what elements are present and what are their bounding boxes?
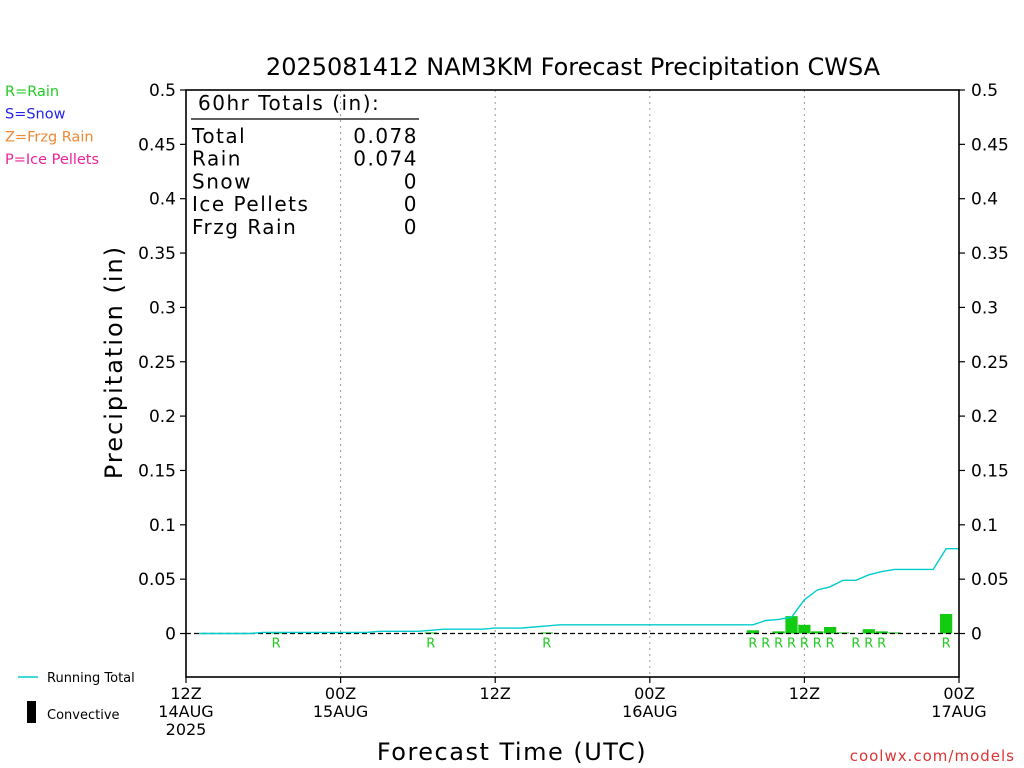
y-tick-label-left: 0.35 xyxy=(138,244,176,264)
convective-bar xyxy=(772,631,785,634)
y-tick-label-right: 0.35 xyxy=(971,244,1009,264)
convective-bar xyxy=(862,629,875,634)
y-tick-label-left: 0.2 xyxy=(149,407,176,427)
rain-marker: R xyxy=(542,637,551,652)
rain-marker: R xyxy=(813,637,822,652)
x-tick-label: 12Z xyxy=(170,684,201,703)
totals-label: Snow xyxy=(192,169,252,193)
convective-bar xyxy=(939,613,953,634)
y-tick-label-left: 0.5 xyxy=(149,81,176,101)
y-tick-label-right: 0.05 xyxy=(971,570,1009,590)
totals-value: 0 xyxy=(404,215,418,239)
x-tick-label: 12Z xyxy=(789,684,820,703)
totals-label: Frzg Rain xyxy=(192,215,297,239)
rain-marker: R xyxy=(272,637,281,652)
y-tick-label-left: 0.45 xyxy=(138,135,176,155)
totals-label: Ice Pellets xyxy=(192,192,309,216)
grid-lines xyxy=(340,90,805,677)
y-tick-label-left: 0.15 xyxy=(138,461,176,481)
watermark: coolwx.com/models xyxy=(850,747,1015,765)
y-tick-label-right: 0.45 xyxy=(971,135,1009,155)
type-legend: R=Rain S=Snow Z=Frzg Rain P=Ice Pellets xyxy=(5,84,99,168)
x-tick-label: 00Z xyxy=(943,684,974,703)
y-tick-label-right: 0.5 xyxy=(971,81,998,101)
convective-bar xyxy=(746,630,759,634)
x-axis-label: Forecast Time (UTC) xyxy=(377,738,647,766)
x-tick-label: 12Z xyxy=(480,684,511,703)
rain-marker: R xyxy=(748,637,757,652)
x-tick-label: 2025 xyxy=(166,720,207,739)
totals-value: 0 xyxy=(404,192,418,216)
totals-header: 60hr Totals (in): xyxy=(198,91,380,115)
type-legend-item: S=Snow xyxy=(5,107,66,123)
convective-legend-label: Convective xyxy=(47,708,120,723)
y-tick-label-right: 0.4 xyxy=(971,190,998,210)
x-tick-label: 17AUG xyxy=(931,702,986,721)
convective-bar xyxy=(824,626,837,634)
rain-marker: R xyxy=(761,637,770,652)
rain-marker: R xyxy=(942,637,951,652)
y-tick-label-left: 0 xyxy=(165,625,176,645)
rain-marker: R xyxy=(877,637,886,652)
convective-bar xyxy=(811,631,824,634)
rain-marker: R xyxy=(826,637,835,652)
rain-marker: R xyxy=(774,637,783,652)
y-tick-label-right: 0 xyxy=(971,625,982,645)
rain-marker: R xyxy=(800,637,809,652)
y-axis-label: Precipitation (in) xyxy=(100,245,128,479)
y-tick-label-right: 0.15 xyxy=(971,461,1009,481)
type-legend-item: Z=Frzg Rain xyxy=(5,129,94,145)
bottom-legend: Running Total Convective xyxy=(18,671,135,723)
y-tick-label-left: 0.25 xyxy=(138,353,176,373)
rain-marker: R xyxy=(864,637,873,652)
x-tick-label: 16AUG xyxy=(622,702,677,721)
totals-label: Total xyxy=(191,124,246,148)
y-axis-ticks: 0 00.05 0.050.1 0.10.15 0.150.2 0.20.25 0.250.… xyxy=(138,81,1009,645)
y-tick-label-left: 0.4 xyxy=(149,190,176,210)
y-tick-label-right: 0.2 xyxy=(971,407,998,427)
convective-bar xyxy=(875,631,888,634)
y-tick-label-left: 0.1 xyxy=(149,516,176,536)
x-tick-label: 15AUG xyxy=(313,702,368,721)
totals-value: 0 xyxy=(404,169,418,193)
running-total-line xyxy=(198,548,959,635)
y-tick-label-right: 0.1 xyxy=(971,516,998,536)
x-tick-label: 00Z xyxy=(634,684,665,703)
rain-marker: R xyxy=(426,637,435,652)
convective-bar xyxy=(785,616,798,634)
totals-label: Rain xyxy=(192,147,242,171)
rain-marker: R xyxy=(851,637,860,652)
totals-box: 60hr Totals (in): Total 0.078 Rain 0.074 Sno… xyxy=(191,91,419,239)
type-legend-item: P=Ice Pellets xyxy=(5,152,99,168)
convective-bars xyxy=(270,613,953,634)
running-total-legend-label: Running Total xyxy=(47,671,135,686)
totals-value: 0.078 xyxy=(353,124,418,148)
x-tick-label: 14AUG xyxy=(158,702,213,721)
y-tick-label-right: 0.3 xyxy=(971,298,998,318)
convective-bar xyxy=(798,624,811,634)
type-legend-item: R=Rain xyxy=(5,84,59,100)
totals-value: 0.074 xyxy=(353,147,418,171)
rain-marker: R xyxy=(787,637,796,652)
x-tick-label: 00Z xyxy=(325,684,356,703)
plot-frame xyxy=(185,89,960,678)
y-tick-label-left: 0.05 xyxy=(138,570,176,590)
convective-swatch xyxy=(27,701,36,723)
y-tick-label-right: 0.25 xyxy=(971,353,1009,373)
chart-title: 2025081412 NAM3KM Forecast Precipitation… xyxy=(266,53,881,81)
y-tick-label-left: 0.3 xyxy=(149,298,176,318)
